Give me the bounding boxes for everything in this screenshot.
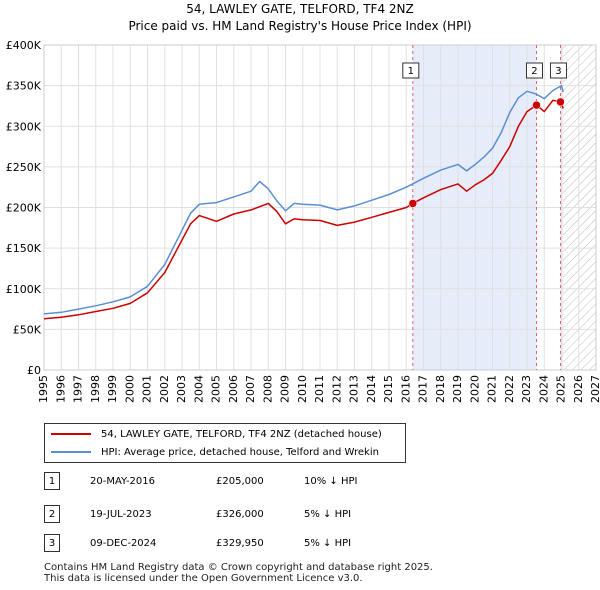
x-tick-label: 2003 bbox=[175, 375, 188, 403]
x-tick-label: 2007 bbox=[244, 375, 257, 403]
footer-license: This data is licensed under the Open Gov… bbox=[44, 573, 363, 584]
x-tick-label: 2014 bbox=[365, 375, 378, 403]
transaction-number-badge: 2 bbox=[44, 505, 60, 523]
transaction-hpi-diff: 5% ↓ HPI bbox=[304, 509, 352, 520]
x-tick-label: 2026 bbox=[572, 375, 585, 403]
x-tick-label: 1997 bbox=[72, 375, 85, 403]
footer-attribution: Contains HM Land Registry data © Crown c… bbox=[44, 562, 433, 584]
chart-subtitle: Price paid vs. HM Land Registry's House … bbox=[128, 19, 471, 33]
transaction-number-badge: 3 bbox=[44, 534, 60, 552]
x-tick-label: 2020 bbox=[468, 375, 481, 403]
transaction-price: £329,950 bbox=[216, 538, 264, 549]
footer-copyright: Contains HM Land Registry data © Crown c… bbox=[44, 562, 433, 573]
y-tick-label: £200K bbox=[6, 202, 42, 215]
series-line-property bbox=[43, 99, 564, 320]
x-tick-label: 2000 bbox=[123, 375, 136, 403]
legend-swatch-property bbox=[51, 433, 91, 435]
x-tick-label: 2008 bbox=[261, 375, 274, 403]
sale-label: 2 bbox=[531, 66, 537, 77]
x-tick-label: 2013 bbox=[348, 375, 361, 403]
x-tick-label: 2011 bbox=[313, 375, 326, 403]
chart-legend: 54, LAWLEY GATE, TELFORD, TF4 2NZ (detac… bbox=[44, 423, 406, 463]
x-tick-label: 1996 bbox=[54, 375, 67, 403]
y-tick-label: £50K bbox=[13, 323, 42, 336]
x-tick-label: 2005 bbox=[210, 375, 223, 403]
x-tick-label: 2010 bbox=[296, 375, 309, 403]
x-tick-label: 2023 bbox=[520, 375, 533, 403]
y-tick-label: £100K bbox=[6, 283, 42, 296]
chart-title: 54, LAWLEY GATE, TELFORD, TF4 2NZ bbox=[186, 2, 413, 16]
sale-label-box bbox=[525, 62, 543, 79]
legend-label-hpi: HPI: Average price, detached house, Telf… bbox=[101, 447, 379, 458]
transaction-date: 19-JUL-2023 bbox=[90, 509, 152, 520]
x-tick-label: 1995 bbox=[37, 375, 50, 403]
x-tick-label: 1999 bbox=[106, 375, 119, 403]
series-line-hpi bbox=[43, 84, 564, 315]
transaction-price: £326,000 bbox=[216, 509, 264, 520]
plot-border bbox=[43, 44, 597, 371]
y-tick-label: £300K bbox=[6, 120, 42, 133]
legend-item-property: 54, LAWLEY GATE, TELFORD, TF4 2NZ (detac… bbox=[51, 429, 382, 441]
x-tick-label: 2004 bbox=[192, 375, 205, 403]
legend-item-hpi: HPI: Average price, detached house, Telf… bbox=[51, 447, 379, 459]
y-tick-label: £150K bbox=[6, 242, 42, 255]
x-tick-label: 2027 bbox=[589, 375, 600, 403]
y-tick-label: £250K bbox=[6, 161, 42, 174]
x-tick-label: 2025 bbox=[555, 375, 568, 403]
x-tick-label: 1998 bbox=[89, 375, 102, 403]
sale-label: 3 bbox=[555, 66, 561, 77]
x-tick-label: 2016 bbox=[399, 375, 412, 403]
x-tick-label: 2018 bbox=[434, 375, 447, 403]
sale-label-box bbox=[549, 62, 567, 79]
y-tick-label: £0 bbox=[27, 364, 41, 377]
transaction-number-badge: 1 bbox=[44, 472, 60, 490]
y-tick-label: £400K bbox=[6, 39, 42, 52]
x-tick-label: 2015 bbox=[382, 375, 395, 403]
sale-point bbox=[532, 100, 541, 110]
transaction-hpi-diff: 10% ↓ HPI bbox=[304, 476, 358, 487]
x-tick-label: 2001 bbox=[141, 375, 154, 403]
legend-swatch-hpi bbox=[51, 451, 91, 453]
x-tick-label: 2017 bbox=[417, 375, 430, 403]
sale-label: 1 bbox=[408, 66, 414, 77]
transaction-price: £205,000 bbox=[216, 476, 264, 487]
x-tick-label: 2009 bbox=[279, 375, 292, 403]
x-tick-label: 2002 bbox=[158, 375, 171, 403]
y-tick-label: £350K bbox=[6, 80, 42, 93]
x-tick-label: 2006 bbox=[227, 375, 240, 403]
legend-label-property: 54, LAWLEY GATE, TELFORD, TF4 2NZ (detac… bbox=[101, 429, 382, 440]
transaction-date: 20-MAY-2016 bbox=[90, 476, 156, 487]
x-tick-label: 2022 bbox=[503, 375, 516, 403]
transaction-hpi-diff: 5% ↓ HPI bbox=[304, 538, 352, 549]
price-chart: 54, LAWLEY GATE, TELFORD, TF4 2NZ Price … bbox=[6, 2, 600, 403]
sale-label-box bbox=[402, 62, 420, 79]
transaction-date: 09-DEC-2024 bbox=[90, 538, 157, 549]
sale-point bbox=[408, 199, 418, 208]
x-tick-label: 2019 bbox=[451, 375, 464, 403]
sale-point bbox=[556, 97, 565, 107]
x-tick-label: 2024 bbox=[537, 375, 550, 403]
x-tick-label: 2012 bbox=[330, 375, 343, 403]
x-tick-label: 2021 bbox=[486, 375, 499, 403]
